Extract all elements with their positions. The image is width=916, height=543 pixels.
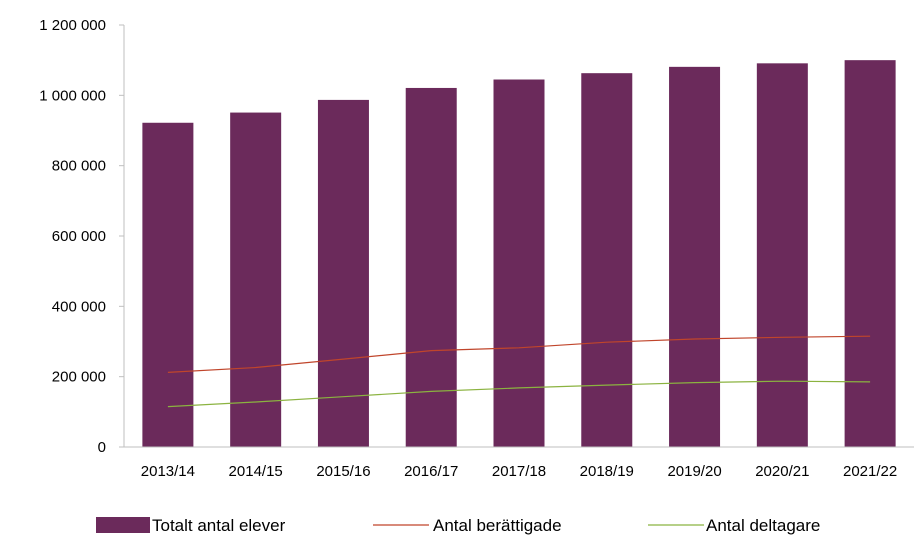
x-tick-label: 2017/18 — [492, 463, 546, 480]
x-tick-label: 2014/15 — [229, 463, 283, 480]
bar-totalt-antal-elever — [405, 87, 457, 447]
y-tick-label: 600 000 — [52, 228, 106, 245]
bar-totalt-antal-elever — [493, 79, 545, 447]
x-tick-label: 2021/22 — [843, 463, 897, 480]
y-tick-label: 200 000 — [52, 369, 106, 386]
bar-totalt-antal-elever — [317, 99, 369, 447]
y-tick-label: 1 200 000 — [39, 17, 106, 34]
bar-totalt-antal-elever — [581, 73, 633, 447]
x-tick-label: 2019/20 — [667, 463, 721, 480]
bars-layer — [142, 60, 896, 448]
x-tick-label: 2015/16 — [316, 463, 370, 480]
x-tick-label: 2016/17 — [404, 463, 458, 480]
legend-label: Antal berättigade — [433, 516, 562, 535]
legend: Totalt antal elever Antal berättigade Anta… — [96, 516, 820, 535]
y-tick-label: 400 000 — [52, 298, 106, 315]
x-tick-label: 2018/19 — [580, 463, 634, 480]
x-axis-ticks: 2013/14 2014/15 2015/16 2016/17 2017/18 2018/… — [141, 463, 897, 480]
y-tick-label: 1 000 000 — [39, 87, 106, 104]
lines-layer — [167, 335, 871, 408]
bar-totalt-antal-elever — [230, 112, 282, 447]
legend-label: Totalt antal elever — [152, 516, 286, 535]
legend-swatch-bar — [96, 517, 150, 533]
bar-totalt-antal-elever — [844, 60, 896, 448]
legend-label: Antal deltagare — [706, 516, 820, 535]
y-tick-label: 0 — [98, 439, 106, 456]
x-tick-label: 2020/21 — [755, 463, 809, 480]
line-series-2 — [167, 380, 871, 408]
x-tick-label: 2013/14 — [141, 463, 195, 480]
y-tick-label: 800 000 — [52, 158, 106, 175]
bar-totalt-antal-elever — [756, 63, 808, 447]
bar-totalt-antal-elever — [142, 122, 194, 447]
line-series-1 — [167, 335, 871, 373]
y-axis-ticks: 0 200 000 400 000 600 000 800 000 1 000 000 1 … — [39, 17, 124, 456]
bar-totalt-antal-elever — [669, 66, 721, 448]
